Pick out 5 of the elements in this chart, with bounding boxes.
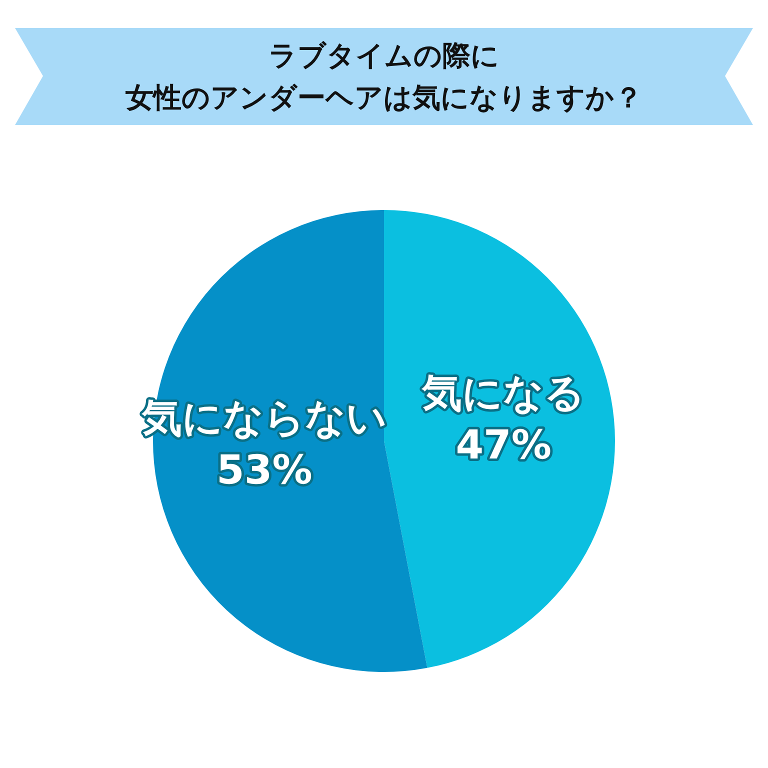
data-label: 47% [456, 422, 552, 469]
data-label: 53% [216, 447, 312, 494]
chart-subtitle: 女性のアンダーヘアは気になりますか？ [124, 81, 642, 114]
chart-title: ラブタイムの際に [268, 39, 500, 72]
slice-label: 気になる [421, 370, 586, 417]
